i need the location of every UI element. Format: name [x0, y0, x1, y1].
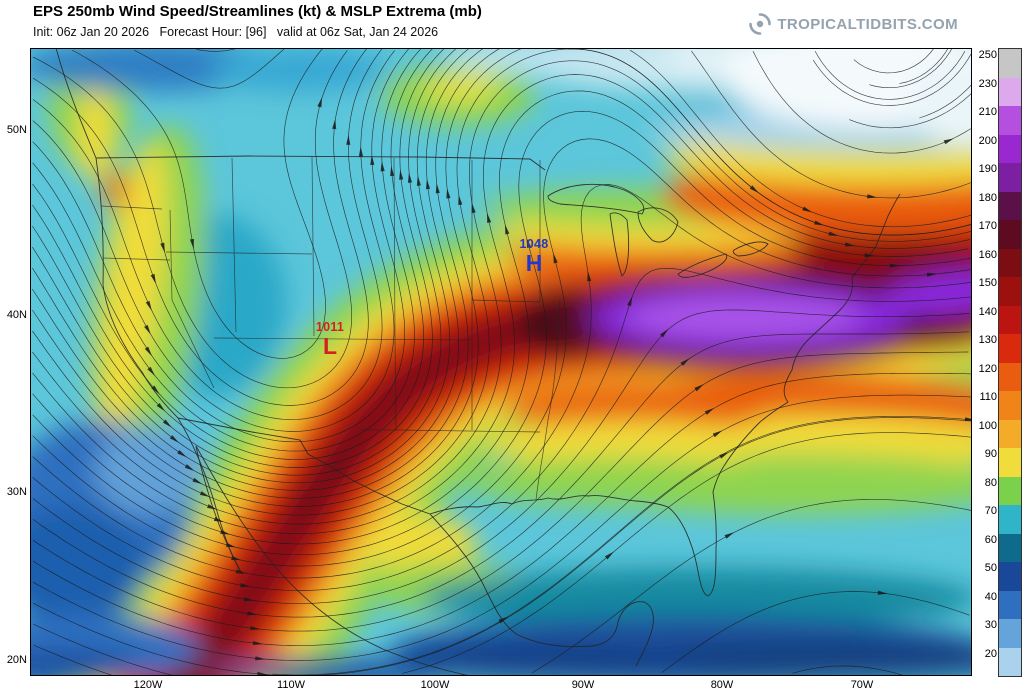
init-forecast-line: Init: 06z Jan 20 2026 Forecast Hour: [96… — [33, 25, 439, 39]
coastline-east — [723, 193, 901, 467]
mexico-border — [177, 417, 431, 515]
lon-label-100w: 100W — [420, 679, 450, 691]
high-pressure-letter: H — [525, 249, 543, 276]
colorbar-segment — [999, 619, 1021, 648]
lon-label-120w: 120W — [133, 679, 163, 691]
coastline-mexico-gulf — [429, 513, 654, 667]
colorbar-segment — [999, 362, 1021, 391]
colorbar-segment — [999, 191, 1021, 220]
map-border — [30, 48, 972, 676]
lat-label-50n: 50N — [6, 124, 27, 136]
great-lakes — [547, 183, 769, 278]
colorbar-segment — [999, 163, 1021, 192]
wind-speed-fill-layer — [30, 48, 972, 675]
colorbar-segment — [999, 391, 1021, 420]
colorbar-segment — [999, 305, 1021, 334]
brand: TROPICALTIDBITS.COM — [749, 13, 958, 35]
colorbar-segment — [999, 77, 1021, 106]
colorbar-segment — [999, 134, 1021, 163]
lon-label-110w: 110W — [277, 679, 305, 691]
geography-borders — [55, 48, 901, 675]
colorbar-segment — [999, 647, 1021, 676]
colorbar-segment — [999, 419, 1021, 448]
colorbar-segment — [999, 277, 1021, 306]
colorbar-segment — [999, 533, 1021, 562]
hurricane-icon — [749, 13, 772, 35]
coastline-us-gulf — [429, 495, 669, 515]
high-marker: 1048 H — [506, 238, 562, 275]
coastline-florida — [667, 465, 725, 597]
high-pressure-value: 1048 — [519, 237, 549, 251]
colorbar — [998, 48, 1022, 677]
colorbar-segment — [999, 590, 1021, 619]
lon-label-80w: 80W — [710, 679, 734, 691]
colorbar-segment — [999, 220, 1021, 249]
streamlines-layer — [32, 48, 972, 675]
low-pressure-letter: L — [322, 332, 338, 359]
lon-label-90w: 90W — [571, 679, 595, 691]
gulf-of-california — [195, 445, 243, 575]
colorbar-segment — [999, 334, 1021, 363]
page-title: EPS 250mb Wind Speed/Streamlines (kt) & … — [33, 3, 482, 20]
colorbar-segment — [999, 476, 1021, 505]
low-marker: 1011 L — [302, 321, 358, 358]
low-pressure-value: 1011 — [315, 320, 345, 334]
lon-label-70w: 70W — [850, 679, 874, 691]
colorbar-segment — [999, 505, 1021, 534]
brand-text: TROPICALTIDBITS.COM — [777, 15, 958, 33]
colorbar-segment — [999, 562, 1021, 591]
colorbar-segment — [999, 106, 1021, 135]
lat-label-30n: 30N — [6, 486, 27, 498]
colorbar-segment — [999, 49, 1021, 78]
lat-label-40n: 40N — [6, 309, 27, 321]
canada-border — [95, 155, 546, 171]
coastline-mexico-pacific — [195, 445, 468, 675]
colorbar-segment — [999, 248, 1021, 277]
lat-label-20n: 20N — [6, 654, 27, 666]
colorbar-segment — [999, 448, 1021, 477]
